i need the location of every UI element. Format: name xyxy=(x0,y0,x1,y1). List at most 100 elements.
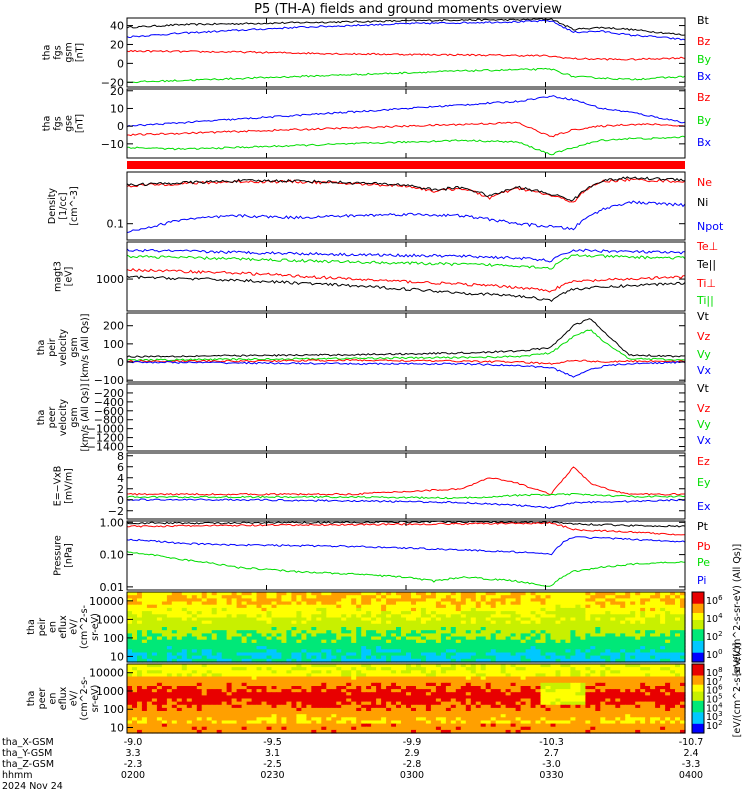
spectrogram-cell xyxy=(361,670,367,674)
spectrogram-cell xyxy=(286,595,292,599)
spectrogram-cell xyxy=(460,607,467,612)
spectrogram-cell xyxy=(196,623,203,628)
spectrogram-cell xyxy=(171,711,178,715)
spectrogram-cell xyxy=(455,714,462,718)
spectrogram-cell xyxy=(137,689,143,693)
spectrogram-cell xyxy=(246,673,253,678)
spectrogram-cell xyxy=(465,707,472,712)
spectrogram-cell xyxy=(376,692,382,696)
spectrogram-cell xyxy=(296,667,302,671)
spectrogram-cell xyxy=(515,676,522,681)
spectrogram-cell xyxy=(132,698,138,703)
spectrogram-cell xyxy=(605,667,611,671)
y-tick-label: −600 xyxy=(94,405,124,418)
spectrogram-cell xyxy=(336,617,342,622)
spectrogram-cell xyxy=(276,627,283,631)
spectrogram-cell xyxy=(366,604,372,609)
spectrogram-cell xyxy=(276,611,283,615)
spectrogram-cell xyxy=(490,598,497,603)
spectrogram-cell xyxy=(670,652,676,657)
spectrogram-cell xyxy=(630,686,636,690)
spectrogram-cell xyxy=(137,676,143,681)
spectrogram-cell xyxy=(211,617,218,622)
spectrogram-cell xyxy=(580,636,586,641)
spectrogram-cell xyxy=(570,655,576,660)
spectrogram-cell xyxy=(191,646,198,650)
spectrogram-cell xyxy=(445,676,452,681)
spectrogram-cell xyxy=(575,698,581,703)
spectrogram-cell xyxy=(595,595,601,599)
spectrogram-cell xyxy=(680,717,686,721)
spectrogram-cell xyxy=(416,633,422,638)
spectrogram-cell xyxy=(326,595,332,599)
spectrogram-cell xyxy=(196,701,203,706)
spectrogram-cell xyxy=(416,611,422,615)
spectrogram-cell xyxy=(420,652,427,657)
spectrogram-cell xyxy=(680,630,686,634)
spectrogram-cell xyxy=(660,598,666,603)
spectrogram-cell xyxy=(430,620,437,625)
spectrogram-cell xyxy=(341,664,347,668)
spectrogram-cell xyxy=(216,667,223,671)
spectrogram-cell xyxy=(450,692,457,696)
spectrogram-cell xyxy=(470,717,477,721)
spectrogram-cell xyxy=(645,601,651,606)
spectrogram-cell xyxy=(590,646,596,650)
spectrogram-cell xyxy=(186,604,193,609)
spectrogram-cell xyxy=(635,686,641,690)
spectrogram-cell xyxy=(256,633,263,638)
spectrogram-cell xyxy=(156,667,163,671)
spectrogram-cell xyxy=(495,623,502,628)
spectrogram-cell xyxy=(580,720,586,725)
spectrogram-cell xyxy=(580,639,586,644)
spectrogram-cell xyxy=(156,655,163,660)
spectrogram-cell xyxy=(386,704,392,709)
spectrogram-cell xyxy=(351,598,357,603)
spectrogram-cell xyxy=(655,704,661,709)
spectrogram-cell xyxy=(381,689,387,693)
spectrogram-cell xyxy=(291,630,297,634)
spectrogram-cell xyxy=(226,639,233,644)
spectrogram-cell xyxy=(226,646,233,650)
spectrogram-cell xyxy=(211,664,218,668)
spectrogram-cell xyxy=(411,614,417,619)
spectrogram-cell xyxy=(391,704,397,709)
spectrogram-cell xyxy=(296,627,302,631)
spectrogram-cell xyxy=(291,673,297,678)
spectrogram-cell xyxy=(460,639,467,644)
spectrogram-cell xyxy=(171,655,178,660)
spectrogram-cell xyxy=(216,689,223,693)
spectrogram-cell xyxy=(161,617,168,622)
spectrogram-cell xyxy=(206,592,213,596)
spectrogram-cell xyxy=(132,701,138,706)
spectrogram-cell xyxy=(475,655,482,660)
spectrogram-cell xyxy=(650,670,656,674)
spectrogram-cell xyxy=(485,630,492,634)
spectrogram-cell xyxy=(346,639,352,644)
spectrogram-cell xyxy=(146,620,153,625)
spectrogram-cell xyxy=(655,633,661,638)
spectrogram-cell xyxy=(650,720,656,725)
spectrogram-cell xyxy=(620,673,626,678)
spectrogram-cell xyxy=(166,604,173,609)
spectrogram-cell xyxy=(306,639,312,644)
spectrogram-cell xyxy=(640,698,646,703)
spectrogram-cell xyxy=(251,639,258,644)
spectrogram-cell xyxy=(376,646,382,650)
spectrogram-cell xyxy=(555,595,562,599)
spectrogram-cell xyxy=(570,646,576,650)
spectrogram-cell xyxy=(411,701,417,706)
spectrogram-cell xyxy=(376,711,382,715)
spectrogram-cell xyxy=(151,670,158,674)
spectrogram-cell xyxy=(366,655,372,660)
spectrogram-cell xyxy=(331,649,337,654)
spectrogram-cell xyxy=(331,664,337,668)
spectrogram-cell xyxy=(251,604,258,609)
spectrogram-cell xyxy=(485,714,492,718)
spectrogram-cell xyxy=(650,639,656,644)
spectrogram-cell xyxy=(251,636,258,641)
spectrogram-cell xyxy=(575,707,581,712)
spectrogram-cell xyxy=(401,667,407,671)
spectrogram-cell xyxy=(256,611,263,615)
spectrogram-cell xyxy=(146,689,153,693)
